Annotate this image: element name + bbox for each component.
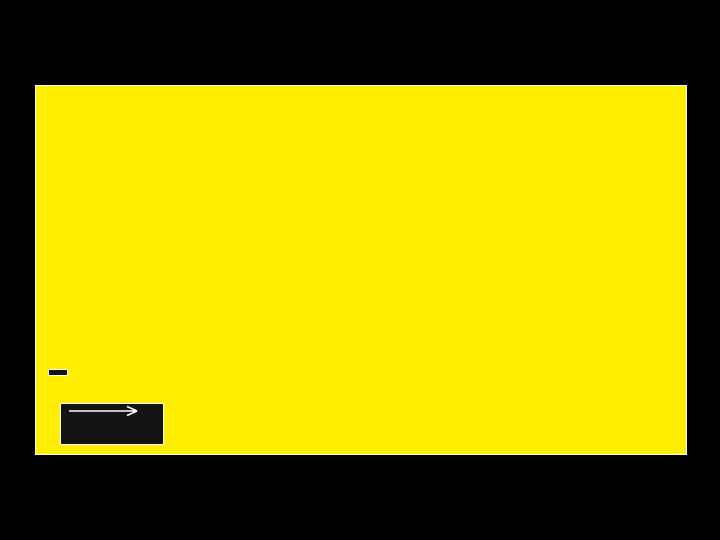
wind-scale-arrow-icon — [69, 405, 138, 417]
pressure-field-canvas — [36, 86, 686, 454]
pressure-map — [35, 85, 687, 455]
pressure-colorbar — [38, 458, 682, 478]
wind-scale-legend — [60, 403, 164, 445]
variable-label — [48, 369, 68, 376]
